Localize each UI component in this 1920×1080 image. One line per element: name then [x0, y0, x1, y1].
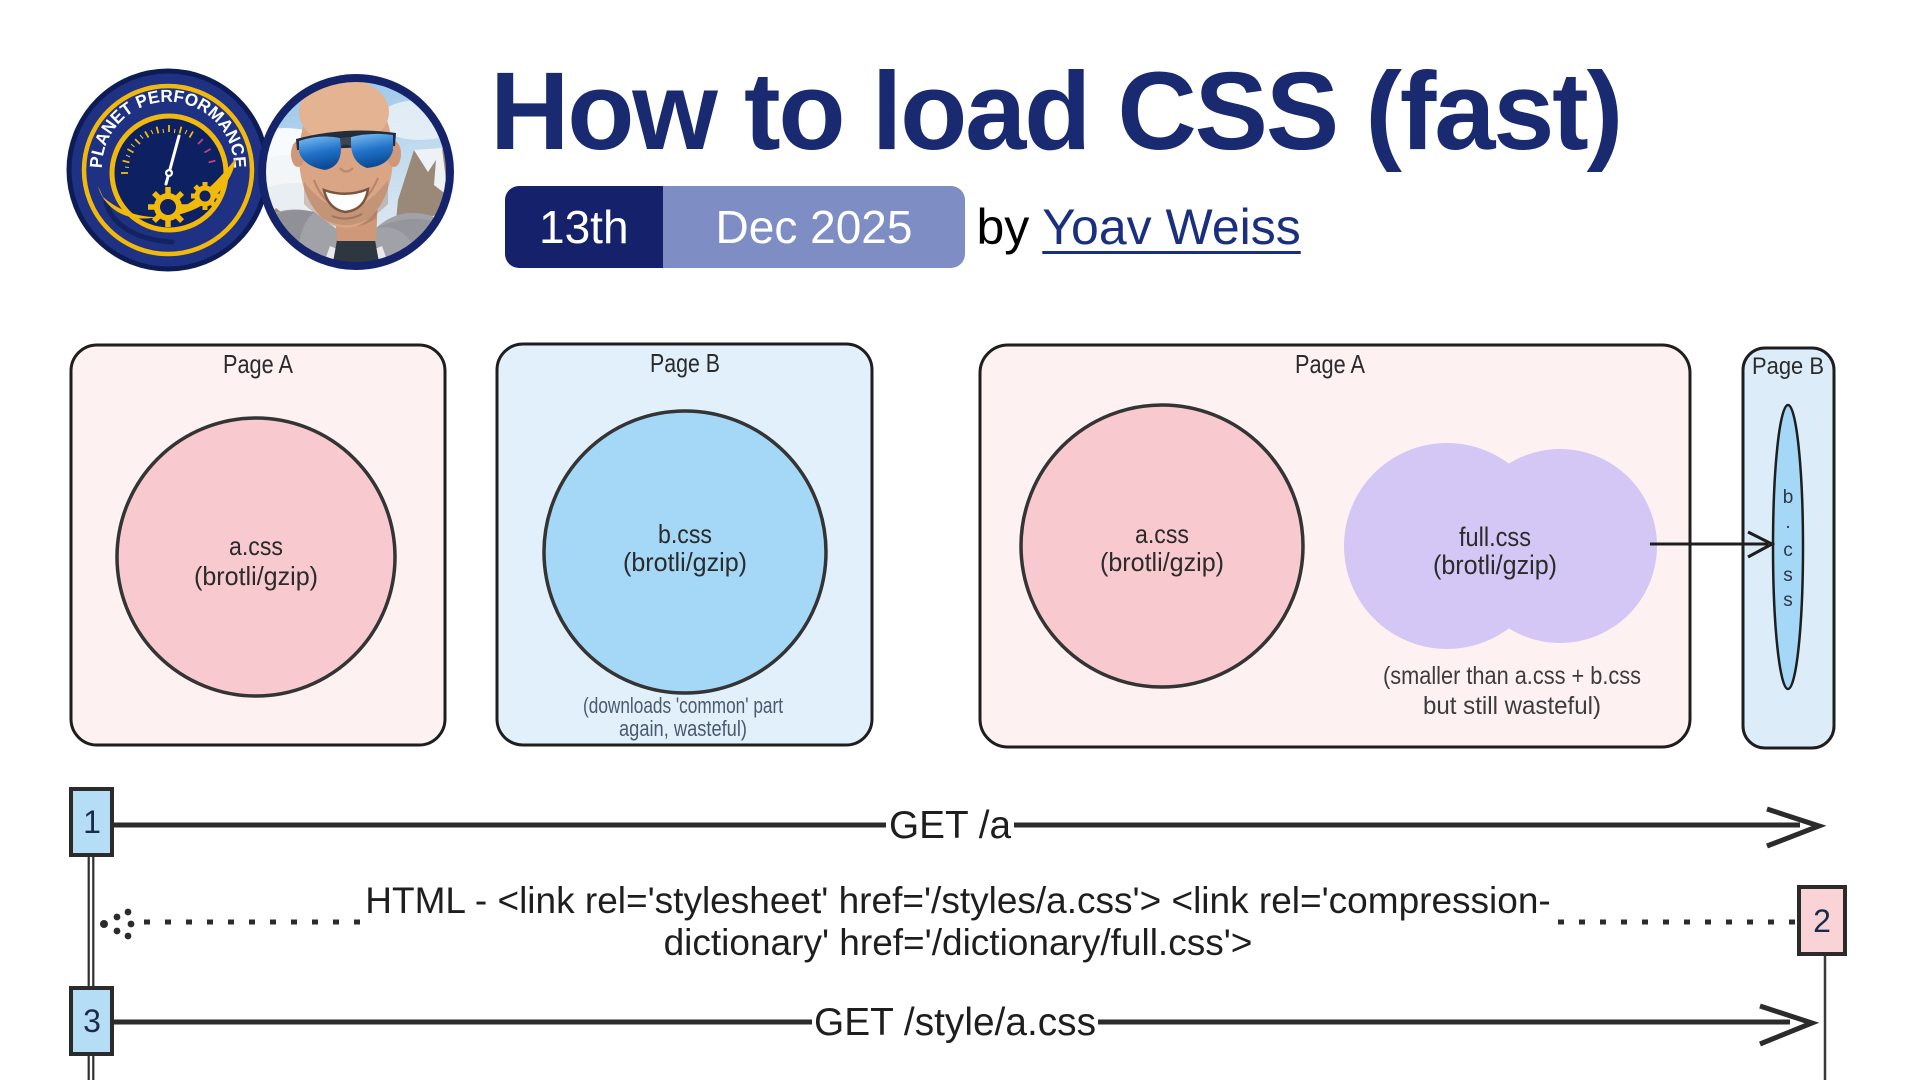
svg-text:Page A: Page A: [223, 349, 294, 379]
svg-text:3: 3: [83, 1003, 101, 1039]
svg-text:s: s: [1783, 565, 1793, 586]
svg-text:dictionary' href='/dictionary/: dictionary' href='/dictionary/full.css'>: [664, 922, 1253, 963]
svg-text:c: c: [1783, 540, 1793, 561]
svg-text:again, wasteful): again, wasteful): [619, 716, 747, 741]
svg-text:(brotli/gzip): (brotli/gzip): [1100, 547, 1224, 577]
svg-text:GET /a: GET /a: [889, 804, 1011, 847]
svg-text:Page B: Page B: [650, 348, 720, 378]
svg-text:full.css: full.css: [1459, 522, 1531, 552]
svg-text:(downloads 'common' part: (downloads 'common' part: [583, 693, 783, 718]
svg-text:2: 2: [1813, 903, 1831, 939]
svg-text:.: .: [1785, 512, 1790, 533]
svg-text:(brotli/gzip): (brotli/gzip): [1433, 550, 1557, 580]
svg-text:HTML - <link rel='stylesheet': HTML - <link rel='stylesheet' href='/sty…: [365, 880, 1551, 921]
svg-text:(brotli/gzip): (brotli/gzip): [623, 547, 747, 577]
svg-text:Page B: Page B: [1752, 353, 1824, 380]
svg-text:b.css: b.css: [658, 519, 712, 549]
svg-text:b: b: [1783, 487, 1794, 508]
svg-text:Page A: Page A: [1295, 349, 1366, 379]
svg-text:a.css: a.css: [229, 531, 283, 561]
svg-text:a.css: a.css: [1135, 519, 1189, 549]
svg-text:but still wasteful): but still wasteful): [1423, 692, 1601, 720]
svg-text:GET /style/a.css: GET /style/a.css: [814, 1001, 1096, 1044]
svg-text:(brotli/gzip): (brotli/gzip): [194, 561, 318, 591]
svg-text:1: 1: [83, 804, 101, 840]
svg-text:(smaller than a.css + b.css: (smaller than a.css + b.css: [1383, 662, 1641, 690]
svg-text:s: s: [1783, 590, 1793, 611]
